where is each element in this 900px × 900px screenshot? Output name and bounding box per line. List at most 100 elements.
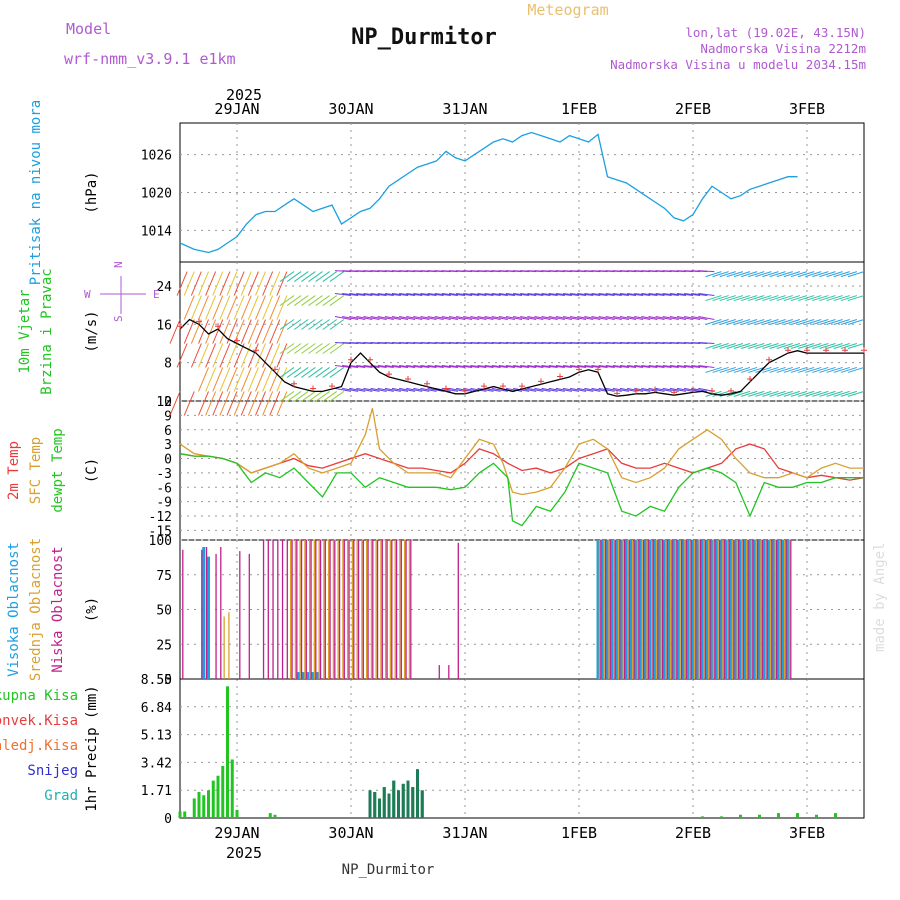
wind-barb [255, 391, 266, 416]
wind-barb [349, 364, 366, 368]
wind-barb [719, 295, 736, 302]
wind-barb [548, 293, 565, 297]
wind-barb [279, 295, 295, 306]
wind-barb [183, 271, 195, 296]
wind-barb [712, 343, 729, 349]
wind-barb [570, 316, 587, 321]
gust-marker [329, 383, 335, 390]
wind-barb [434, 316, 451, 321]
wind-barb [570, 293, 587, 297]
wind-barb [527, 316, 544, 321]
wind-barb [279, 271, 295, 282]
model-elevation-label: Nadmorska Visina u modelu 2034.15m [610, 57, 866, 72]
wind-barb [605, 316, 622, 321]
wind-barb [322, 271, 338, 282]
wind-barb [733, 366, 751, 373]
gust-marker [367, 356, 373, 363]
wind-barb [491, 364, 508, 368]
wind-barb [240, 343, 252, 368]
wind-barb [641, 364, 658, 368]
wind-barb [334, 387, 352, 392]
wind-barb [420, 387, 437, 392]
wind-barb [269, 367, 281, 392]
wind-barb [634, 387, 651, 392]
precip-bar [226, 686, 229, 818]
gust-marker [614, 390, 620, 397]
wind-barb [805, 366, 822, 373]
wind-barb [329, 295, 345, 306]
wind-barb [477, 387, 494, 392]
snow-overlay-bar [420, 790, 424, 818]
wind-barb [301, 271, 316, 282]
wind-barb [577, 293, 594, 297]
wind-barb [286, 295, 302, 306]
wind-barb [527, 293, 544, 297]
wind-barb [634, 316, 651, 321]
wind-barb [269, 343, 281, 368]
y-axis-label: 1hr Precip (mm) [84, 685, 100, 811]
wind-barb [534, 387, 551, 392]
side-label: Niska Oblacnost [50, 546, 66, 672]
wind-barb [279, 391, 295, 402]
wind-barb [262, 319, 274, 344]
wind-barb [740, 390, 758, 397]
wind-barb [755, 319, 772, 325]
wind-barb [205, 271, 217, 296]
page-title: NP_Durmitor [351, 25, 497, 50]
wind-barb [377, 387, 394, 392]
wind-barb [370, 387, 387, 392]
wind-barb [293, 271, 309, 282]
wind-barb [377, 364, 394, 368]
wind-barb [315, 391, 330, 402]
wind-barb [505, 316, 523, 321]
y-axis-label: (hPa) [84, 171, 100, 213]
wind-barb [769, 271, 786, 278]
wind-barb [733, 319, 751, 325]
y-tick-label: 0 [164, 453, 172, 468]
wind-barb [584, 293, 601, 297]
wind-barb [308, 271, 323, 282]
wind-barb [812, 271, 829, 278]
y-tick-label: 12 [156, 395, 172, 410]
wind-barb [612, 293, 629, 297]
wind-barb [598, 364, 615, 368]
compass-east: E [153, 288, 160, 301]
wind-barb [805, 295, 822, 302]
wind-barb [406, 316, 423, 321]
wind-barb [279, 343, 295, 354]
wind-barb [562, 364, 580, 368]
y-tick-label: 6 [164, 424, 172, 439]
wind-barb [262, 391, 274, 416]
wind-barb [190, 295, 202, 320]
wind-barb [301, 367, 316, 378]
wind-barb [279, 367, 295, 378]
compass-south: S [112, 315, 125, 322]
wind-barb [726, 390, 744, 397]
wind-barb [226, 367, 238, 392]
precip-bar-late [758, 814, 761, 818]
model-label: Model [66, 20, 111, 38]
gust-marker [196, 318, 202, 325]
wind-barb [562, 316, 580, 321]
wind-barb [406, 364, 423, 368]
wind-barb [840, 319, 858, 325]
wind-barb [356, 387, 373, 392]
gust-marker [823, 347, 829, 354]
y-tick-label: 16 [156, 318, 172, 333]
wind-barb [391, 364, 409, 368]
wind-barb [776, 319, 793, 325]
gust-marker [253, 347, 259, 354]
wind-barb [219, 367, 231, 392]
wind-barb [726, 343, 744, 349]
wind-barb [726, 366, 744, 373]
wind-barb [826, 366, 843, 373]
x-tick-label-top: 31JAN [442, 100, 487, 118]
wind-barb [790, 319, 808, 325]
wind-barb [755, 390, 772, 397]
wind-barb [413, 316, 430, 321]
wind-barb [726, 319, 744, 325]
wind-barb [212, 391, 224, 416]
wind-barb [413, 387, 430, 392]
wind-barb [555, 387, 572, 392]
wind-barb [812, 295, 829, 302]
